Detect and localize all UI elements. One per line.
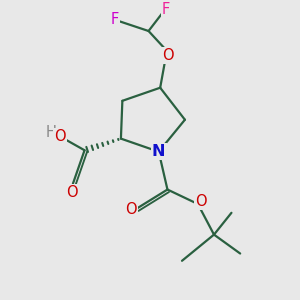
Text: F: F (111, 12, 119, 27)
Text: O: O (66, 185, 77, 200)
Text: N: N (152, 144, 166, 159)
Text: O: O (162, 48, 173, 63)
Text: F: F (162, 2, 170, 17)
Text: H: H (46, 125, 56, 140)
Text: O: O (125, 202, 137, 217)
Text: O: O (195, 194, 207, 209)
Text: O: O (54, 129, 66, 144)
